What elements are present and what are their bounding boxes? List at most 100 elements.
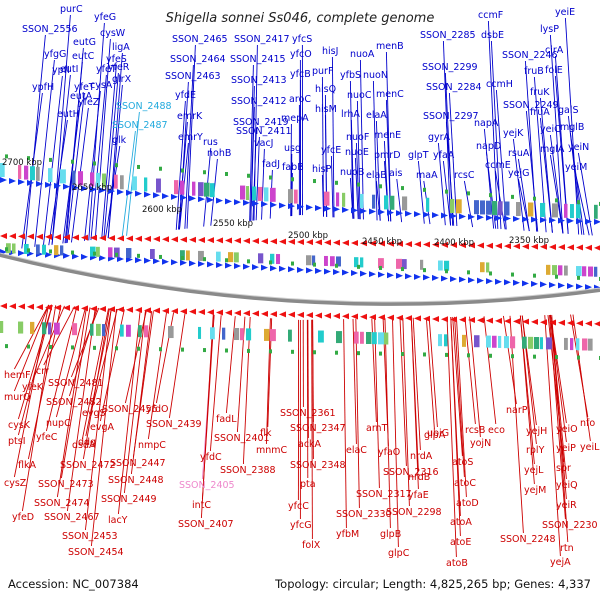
reverse-gene-label: arnT <box>366 423 388 434</box>
feature-block <box>60 245 64 256</box>
reverse-gene-arrow <box>270 238 277 245</box>
forward-gene-label: yeiE <box>555 7 575 18</box>
forward-gene-arrow <box>72 253 79 260</box>
reverse-gene-arrow <box>9 233 16 240</box>
reverse-gene-arrow <box>279 311 286 318</box>
reverse-gene-line <box>84 308 112 531</box>
forward-gene-label: yejG <box>508 168 529 179</box>
forward-gene-arrow <box>189 195 196 202</box>
reverse-gene-arrow <box>378 314 385 321</box>
reverse-gene-label: flkA <box>18 460 36 471</box>
forward-gene-label: hisM <box>315 104 337 115</box>
feature-block <box>384 195 389 210</box>
reverse-gene-arrow <box>486 242 493 249</box>
forward-gene-arrow <box>432 212 439 219</box>
forward-gene-line <box>396 178 403 223</box>
feature-tick <box>203 170 206 175</box>
forward-gene-arrow <box>180 194 187 201</box>
reverse-gene-line <box>544 315 561 557</box>
reverse-gene-arrow <box>243 237 250 244</box>
reverse-gene-line <box>399 317 407 467</box>
forward-gene-line <box>355 142 360 220</box>
reverse-gene-arrow <box>180 236 187 243</box>
forward-gene-arrow <box>378 209 385 216</box>
reverse-gene-arrow <box>441 316 448 323</box>
reverse-gene-label: mnmC <box>256 445 288 456</box>
feature-tick <box>181 256 184 261</box>
feature-block <box>72 170 76 185</box>
reverse-gene-label: ubiG <box>427 428 449 439</box>
forward-gene-label: SSON_2297 <box>423 111 479 122</box>
reverse-gene-arrow <box>27 303 34 310</box>
feature-block <box>354 257 359 268</box>
feature-tick <box>357 182 360 187</box>
forward-gene-label: fruK <box>530 87 550 98</box>
reverse-gene-arrow <box>477 242 484 249</box>
reverse-gene-label: nmpC <box>138 440 166 451</box>
reverse-gene-arrow <box>153 236 160 243</box>
forward-gene-arrow <box>225 262 232 269</box>
forward-gene-label: SSON_2249 <box>503 100 559 111</box>
reverse-gene-label: yeiL <box>580 442 600 453</box>
reverse-gene-label: intC <box>192 500 211 511</box>
forward-gene-arrow <box>234 199 241 206</box>
feature-tick <box>137 346 140 351</box>
reverse-gene-label: SSON_2348 <box>290 460 346 471</box>
forward-gene-arrow <box>81 253 88 260</box>
feature-block <box>288 189 294 204</box>
feature-block <box>420 259 424 270</box>
reverse-gene-arrow <box>135 307 142 314</box>
feature-block <box>360 193 364 208</box>
forward-gene-label: fabB <box>282 162 304 173</box>
reverse-gene-line <box>446 317 457 558</box>
reverse-gene-arrow <box>522 318 529 325</box>
feature-block <box>144 177 148 192</box>
feature-block <box>390 195 395 210</box>
forward-gene-arrow <box>207 196 214 203</box>
forward-gene-arrow <box>387 272 394 279</box>
reverse-gene-line <box>70 307 100 378</box>
reverse-gene-label: pta <box>300 479 316 490</box>
feature-tick <box>291 349 294 354</box>
reverse-gene-arrow <box>522 243 529 250</box>
feature-block <box>270 187 276 202</box>
forward-gene-arrow <box>162 258 169 265</box>
reverse-gene-label: nfo <box>580 418 595 429</box>
feature-block <box>36 166 40 181</box>
feature-tick <box>379 265 382 270</box>
forward-gene-label: emrK <box>177 111 203 122</box>
reverse-gene-label: SSON_2330 <box>336 509 392 520</box>
feature-block <box>474 200 479 215</box>
feature-tick <box>313 350 316 355</box>
forward-gene-label: napD <box>476 141 501 152</box>
feature-block <box>156 178 161 193</box>
feature-block <box>540 202 546 217</box>
feature-tick <box>445 352 448 357</box>
forward-gene-arrow <box>216 261 223 268</box>
forward-gene-label: maA <box>416 170 438 181</box>
feature-block <box>264 187 269 202</box>
reverse-gene-label: yfeC <box>36 432 58 443</box>
reverse-gene-label: yeiO <box>556 424 578 435</box>
reverse-gene-arrow <box>486 317 493 324</box>
forward-gene-label: yfcS <box>292 34 312 45</box>
forward-gene-arrow <box>279 265 286 272</box>
reverse-gene-arrow <box>585 244 592 251</box>
forward-gene-label: yfeZ <box>78 97 100 108</box>
feature-block <box>486 200 492 215</box>
forward-gene-arrow <box>432 274 439 281</box>
forward-gene-arrow <box>324 268 331 275</box>
feature-tick <box>555 274 558 279</box>
feature-tick <box>489 353 492 358</box>
reverse-gene-line <box>21 305 57 512</box>
map-title: Shigella sonnei Ss046, complete genome <box>166 11 435 26</box>
forward-gene-line <box>48 119 68 246</box>
reverse-gene-line <box>14 304 50 370</box>
feature-tick <box>225 258 228 263</box>
feature-block <box>72 323 78 336</box>
forward-gene-line <box>42 75 63 246</box>
reverse-gene-arrow <box>306 239 313 246</box>
forward-gene-arrow <box>99 187 106 194</box>
reverse-gene-label: yojN <box>470 438 491 449</box>
